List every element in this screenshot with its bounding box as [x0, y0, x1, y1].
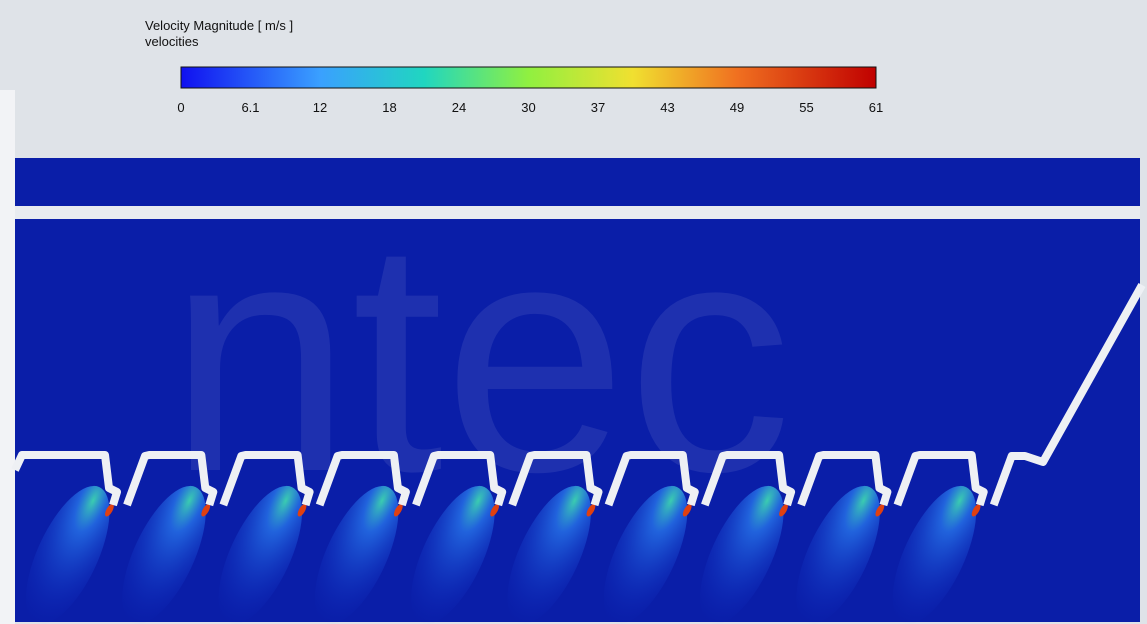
- colorbar-tick-label: 24: [452, 100, 466, 115]
- colorbar-tick-label: 30: [521, 100, 535, 115]
- colorbar-tick-label: 18: [382, 100, 396, 115]
- colorbar-tick-label: 12: [313, 100, 327, 115]
- colorbar: [181, 67, 876, 88]
- page: ntec Velocity Magnitude [ m/s ] velociti…: [0, 0, 1147, 624]
- cfd-view: ntec Velocity Magnitude [ m/s ] velociti…: [0, 0, 1147, 624]
- colorbar-tick-label: 43: [660, 100, 674, 115]
- legend-title: Velocity Magnitude [ m/s ]: [145, 18, 293, 33]
- side-strip: [0, 90, 15, 624]
- colorbar-tick-label: 49: [730, 100, 744, 115]
- colorbar-tick-label: 55: [799, 100, 813, 115]
- colorbar-tick-label: 6.1: [241, 100, 259, 115]
- colorbar-tick-label: 37: [591, 100, 605, 115]
- watermark: ntec: [168, 171, 792, 540]
- colorbar-tick-label: 0: [177, 100, 184, 115]
- legend-subtitle: velocities: [145, 34, 199, 49]
- colorbar-tick-label: 61: [869, 100, 883, 115]
